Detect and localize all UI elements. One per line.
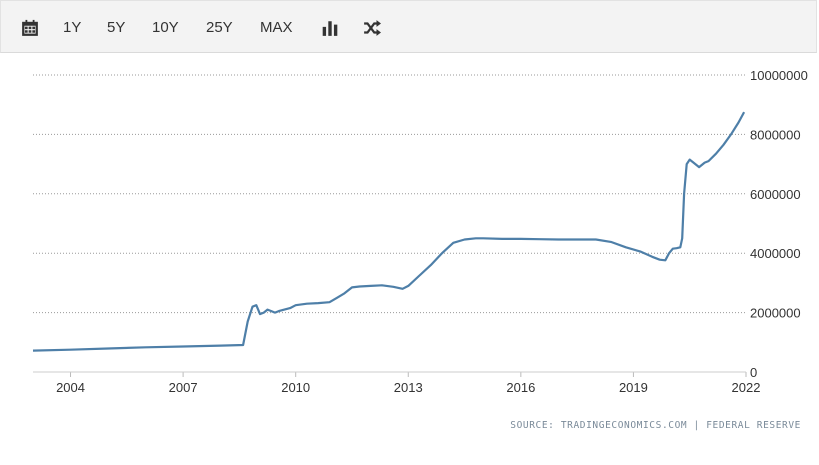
- y-tick-label: 2000000: [750, 306, 801, 321]
- x-axis-ticks: 2004 2007 2010 2013 2016 2019 2022: [33, 371, 761, 395]
- x-tick-label: 2013: [394, 380, 423, 395]
- shuffle-icon[interactable]: [363, 19, 381, 37]
- x-tick-label: 2022: [732, 380, 761, 395]
- x-tick-label: 2010: [281, 380, 310, 395]
- range-1y-button[interactable]: 1Y: [63, 19, 82, 36]
- grid-lines: [33, 74, 746, 373]
- line-chart: 0 2000000 4000000 6000000 8000000 10000000 20…: [32, 68, 808, 395]
- y-axis-ticks: 0 2000000 4000000 6000000 8000000 10000000: [750, 68, 808, 380]
- y-tick-label: 8000000: [750, 127, 801, 142]
- x-tick-label: 2007: [169, 380, 198, 395]
- source-prefix: SOURCE:: [510, 420, 555, 431]
- y-tick-label: 0: [750, 365, 757, 380]
- chart-area: 0 2000000 4000000 6000000 8000000 10000000 20…: [0, 53, 819, 460]
- range-10y-button[interactable]: 10Y: [152, 19, 179, 36]
- source-separator: |: [693, 420, 700, 431]
- chart-toolbar: 1Y 5Y 10Y 25Y MAX: [0, 0, 817, 53]
- source-attribution: SOURCE: TRADINGECONOMICS.COM | FEDERAL R…: [510, 420, 801, 431]
- series-line: [32, 111, 746, 352]
- y-tick-label: 10000000: [750, 68, 808, 83]
- source-site-link[interactable]: TRADINGECONOMICS.COM: [560, 420, 688, 431]
- calendar-icon[interactable]: [21, 19, 39, 37]
- range-max-button[interactable]: MAX: [260, 19, 293, 36]
- x-tick-label: 2019: [619, 380, 648, 395]
- y-tick-label: 6000000: [750, 187, 801, 202]
- x-tick-label: 2004: [56, 380, 85, 395]
- series-group: [32, 111, 746, 352]
- range-25y-button[interactable]: 25Y: [206, 19, 233, 36]
- source-org: FEDERAL RESERVE: [706, 420, 801, 431]
- y-tick-label: 4000000: [750, 246, 801, 261]
- x-tick-label: 2016: [506, 380, 535, 395]
- range-5y-button[interactable]: 5Y: [107, 19, 126, 36]
- bar-chart-icon[interactable]: [321, 19, 339, 37]
